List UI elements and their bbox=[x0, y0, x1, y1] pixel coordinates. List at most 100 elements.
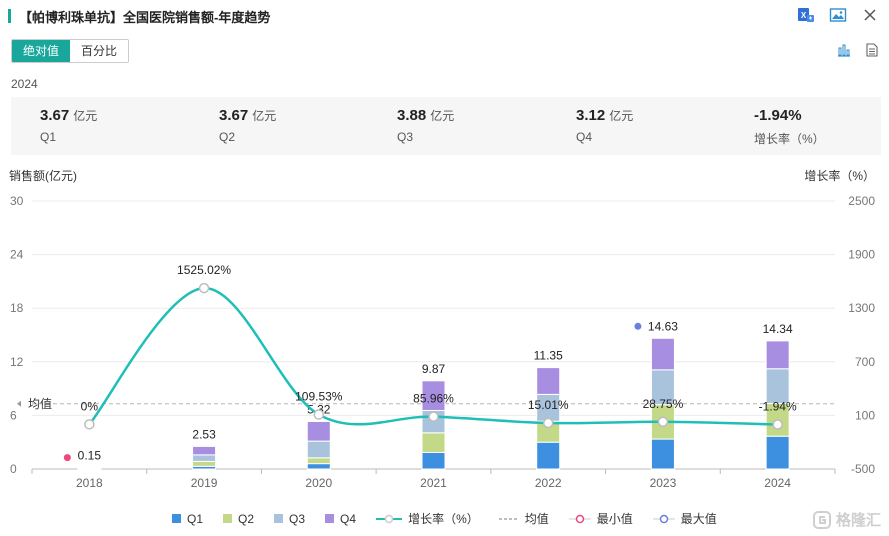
growth-point bbox=[772, 419, 783, 430]
excel-export-icon[interactable]: X bbox=[797, 6, 815, 24]
bar-segment-q4 bbox=[192, 445, 217, 456]
legend-swatch bbox=[325, 514, 335, 523]
bar-segment-q4 bbox=[77, 467, 102, 469]
bar-segment-q1 bbox=[421, 451, 446, 470]
y-tick-label: 6 bbox=[10, 408, 17, 422]
stat-growth: -1.94% 增长率（%） bbox=[754, 107, 825, 147]
legend-label: 最大值 bbox=[680, 512, 717, 526]
bar-segment-q1 bbox=[650, 438, 675, 470]
stat-q1: 3.67 亿元 Q1 bbox=[40, 107, 97, 144]
bar-total-label: 11.35 bbox=[534, 349, 563, 363]
title-accent-bar bbox=[8, 9, 11, 23]
image-export-icon[interactable] bbox=[829, 6, 847, 24]
legend-q4[interactable]: Q4 bbox=[325, 512, 356, 526]
growth-label: 28.75% bbox=[643, 397, 684, 411]
page-title: 【帕博利珠单抗】全国医院销售额-年度趋势 bbox=[19, 9, 271, 25]
bar-segment-q4 bbox=[421, 380, 446, 411]
growth-label: 1525.02% bbox=[177, 263, 231, 277]
stat-value: 3.88 bbox=[397, 107, 427, 124]
legend-max-swatch bbox=[652, 514, 675, 523]
growth-label: -1.94% bbox=[759, 400, 797, 414]
x-tick-label: 2018 bbox=[76, 476, 103, 490]
growth-point bbox=[428, 411, 439, 422]
bar-segment-q4 bbox=[306, 420, 331, 442]
legend-average[interactable]: 均值 bbox=[498, 510, 549, 527]
x-tick-label: 2024 bbox=[764, 476, 791, 490]
y-right-tick-label: 700 bbox=[855, 355, 875, 369]
legend-line-swatch bbox=[376, 514, 403, 523]
bar-segment-q2 bbox=[306, 457, 331, 465]
svg-text:X: X bbox=[801, 11, 807, 20]
watermark-text: 格隆汇 bbox=[835, 512, 881, 529]
growth-label: 15.01% bbox=[528, 398, 569, 412]
x-tick-label: 2019 bbox=[191, 476, 218, 490]
legend-label: 最小值 bbox=[596, 512, 633, 526]
bar-segment-q1 bbox=[306, 463, 331, 470]
bar-segment-q3 bbox=[192, 454, 217, 462]
tab-absolute[interactable]: 绝对值 bbox=[12, 40, 71, 62]
legend-max[interactable]: 最大值 bbox=[652, 510, 717, 527]
watermark-logo: 格隆汇 bbox=[812, 509, 881, 530]
min-marker bbox=[63, 454, 71, 462]
growth-point bbox=[657, 416, 669, 428]
y-tick-label: 24 bbox=[10, 248, 24, 262]
stat-q2: 3.67 亿元 Q2 bbox=[219, 107, 276, 144]
stat-unit: 亿元 bbox=[252, 109, 277, 123]
sales-chart: 0 -500 6 100 12 700 18 1300 24 1900 30 2500 2018 2019… bbox=[10, 194, 875, 490]
legend-q2[interactable]: Q2 bbox=[223, 512, 254, 526]
y-right-tick-label: 1900 bbox=[848, 248, 875, 262]
x-tick-label: 2020 bbox=[305, 476, 332, 490]
close-icon[interactable] bbox=[861, 6, 879, 24]
summary-panel: 3.67 亿元 Q1 3.67 亿元 Q2 3.88 亿元 Q3 3.12 亿元 Q4 … bbox=[11, 97, 881, 155]
bar-segment-q1 bbox=[765, 435, 790, 470]
y-axis-right-title: 增长率（%） bbox=[804, 169, 875, 183]
bar-total-label: 9.87 bbox=[422, 362, 446, 376]
max-marker bbox=[634, 322, 642, 330]
growth-label: 109.53% bbox=[295, 390, 343, 404]
stat-value: 3.67 bbox=[219, 107, 249, 124]
legend-label: 均值 bbox=[524, 512, 549, 526]
bar-total-label: 0.15 bbox=[78, 449, 102, 463]
stat-label: Q2 bbox=[219, 130, 236, 144]
legend-label: Q3 bbox=[289, 511, 306, 526]
average-marker-icon bbox=[17, 400, 21, 407]
summary-year: 2024 bbox=[11, 77, 38, 91]
bar-segment-q2 bbox=[421, 432, 446, 453]
legend-swatch bbox=[274, 514, 284, 523]
stat-label: Q1 bbox=[40, 130, 57, 144]
bar-segment-q4 bbox=[765, 340, 790, 370]
stat-label: Q4 bbox=[576, 130, 593, 144]
legend-min[interactable]: 最小值 bbox=[568, 510, 633, 527]
y-right-tick-label: 100 bbox=[855, 408, 875, 422]
view-toggle bbox=[837, 43, 879, 62]
legend-label: 增长率（%） bbox=[408, 512, 479, 526]
stat-value: 3.12 bbox=[576, 107, 606, 124]
stat-q3: 3.88 亿元 Q3 bbox=[397, 107, 454, 144]
x-tick-label: 2023 bbox=[650, 476, 677, 490]
stat-unit: 亿元 bbox=[430, 109, 455, 123]
stat-value: -1.94% bbox=[754, 107, 802, 124]
legend-growth[interactable]: 增长率（%） bbox=[376, 510, 479, 527]
stat-label: Q3 bbox=[397, 130, 414, 144]
growth-label: 85.96% bbox=[413, 392, 454, 406]
bar-chart-icon[interactable] bbox=[837, 43, 851, 62]
legend-swatch bbox=[223, 514, 233, 523]
stat-q4: 3.12 亿元 Q4 bbox=[576, 107, 633, 144]
x-tick-label: 2022 bbox=[535, 476, 562, 490]
table-view-icon[interactable] bbox=[865, 43, 879, 62]
tab-percentage[interactable]: 百分比 bbox=[70, 40, 129, 62]
header-toolbar: X bbox=[797, 6, 879, 24]
legend-label: Q2 bbox=[238, 511, 255, 526]
view-mode-tabs: 绝对值 百分比 bbox=[11, 39, 130, 63]
growth-point bbox=[198, 282, 210, 294]
legend-q1[interactable]: Q1 bbox=[172, 512, 203, 526]
y-tick-label: 18 bbox=[10, 301, 24, 315]
legend-q3[interactable]: Q3 bbox=[274, 512, 305, 526]
growth-label: 0% bbox=[81, 399, 99, 413]
bar-total-label: 14.34 bbox=[763, 322, 793, 336]
y-axis-title: 销售额(亿元) bbox=[9, 169, 77, 183]
y-right-tick-label: 2500 bbox=[848, 194, 875, 208]
legend-label: Q4 bbox=[340, 511, 357, 526]
y-tick-label: 0 bbox=[10, 462, 17, 476]
chart-header: 【帕博利珠单抗】全国医院销售额-年度趋势 bbox=[8, 6, 270, 26]
